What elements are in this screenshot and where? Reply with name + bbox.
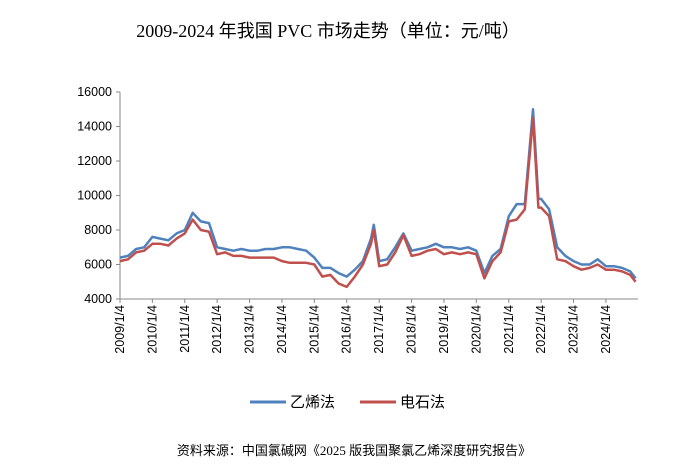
x-tick-label: 2018/1/4 [405,305,419,354]
x-tick-label: 2011/1/4 [178,305,192,353]
x-tick-label: 2024/1/4 [599,305,613,354]
x-tick-label: 2012/1/4 [210,305,224,354]
x-tick-label: 2016/1/4 [340,305,354,354]
x-tick-label: 2022/1/4 [534,305,548,354]
legend-label: 乙烯法 [290,394,335,411]
x-tick-label: 2023/1/4 [567,305,581,354]
x-tick-label: 2019/1/4 [437,305,451,354]
chart-title: 2009-2024 年我国 PVC 市场走势（单位：元/吨） [136,21,520,41]
y-tick-label: 16000 [77,85,112,99]
x-tick-label: 2014/1/4 [275,305,289,354]
source-note: 资料来源：中国氯碱网《2025 版我国聚氯乙烯深度研究报告》 [177,443,531,458]
x-tick-label: 2013/1/4 [243,305,257,354]
x-tick-label: 2010/1/4 [145,305,159,354]
series-line [119,116,637,289]
legend-label: 电石法 [400,394,445,411]
y-tick-label: 12000 [77,154,112,168]
y-tick-label: 4000 [84,292,112,306]
y-tick-label: 8000 [84,223,112,237]
x-tick-label: 2021/1/4 [502,305,516,354]
x-tick-label: 2015/1/4 [307,305,321,354]
x-tick-label: 2020/1/4 [469,305,483,354]
x-tick-label: 2017/1/4 [372,305,386,354]
y-tick-label: 6000 [84,258,112,272]
x-tick-label: 2009/1/4 [113,305,127,354]
y-tick-label: 10000 [77,189,112,203]
y-tick-label: 14000 [77,120,112,134]
